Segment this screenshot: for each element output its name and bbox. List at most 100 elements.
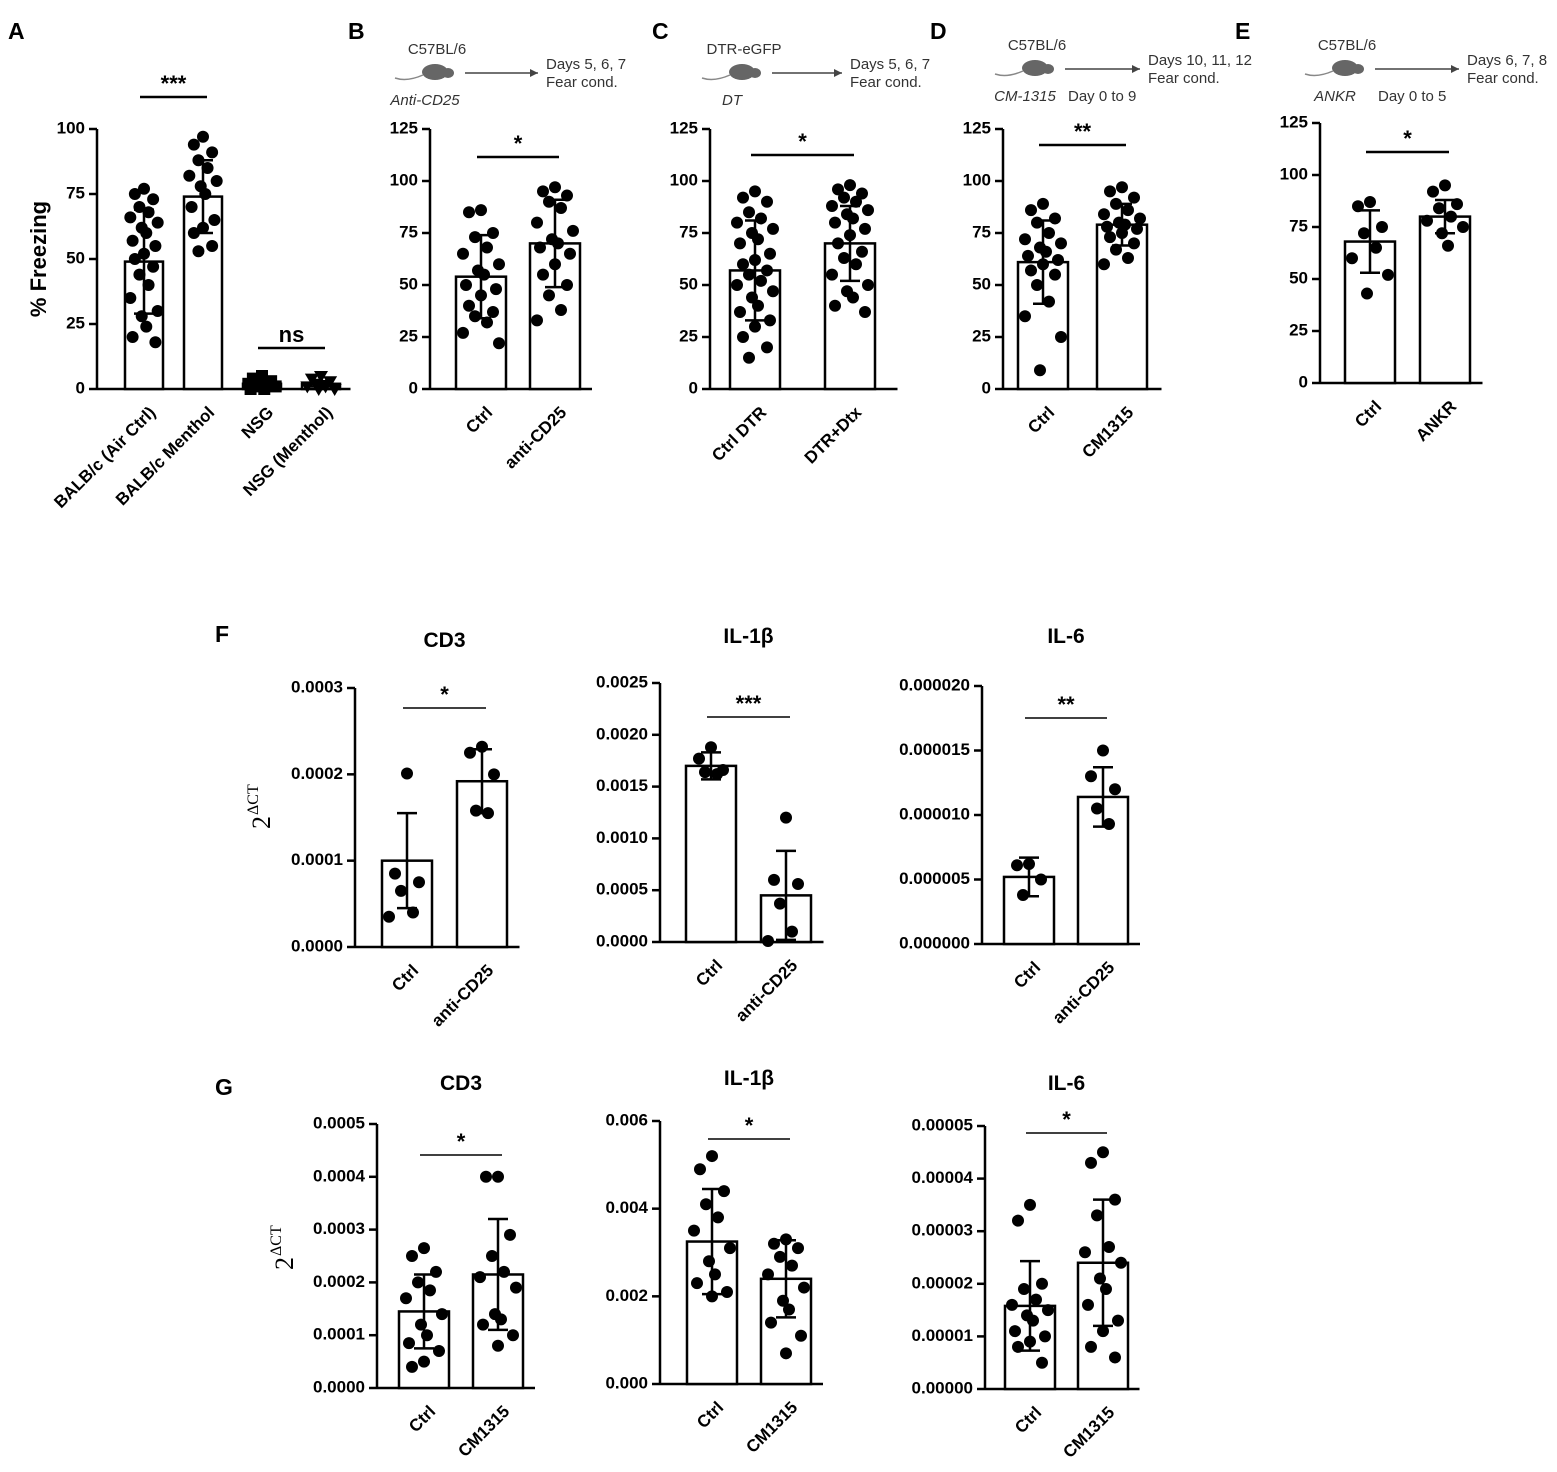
data-point [487, 227, 499, 239]
data-point [1031, 279, 1043, 291]
data-point [792, 877, 804, 890]
data-point [724, 1242, 736, 1255]
data-point [192, 245, 205, 258]
y-tick-label: 0.00004 [912, 1168, 974, 1187]
data-point [859, 306, 871, 319]
y-tick-label: 50 [66, 248, 85, 267]
data-point [780, 811, 792, 824]
data-point [755, 274, 767, 287]
data-point [206, 146, 219, 159]
y-tick-label: 0.0002 [313, 1272, 365, 1291]
data-point [737, 331, 749, 343]
data-point [128, 188, 141, 200]
data-point [764, 314, 776, 327]
data-point [531, 314, 543, 327]
data-point [1109, 783, 1121, 796]
y-tick-label: 100 [1280, 164, 1308, 183]
data-point [761, 195, 773, 208]
data-point [469, 310, 481, 323]
data-point [1098, 208, 1110, 221]
data-point [1082, 1298, 1094, 1311]
data-point [826, 268, 838, 281]
data-point [1085, 1156, 1097, 1169]
header-readout: Fear cond. [1467, 70, 1539, 87]
significance-label: ** [1057, 692, 1075, 717]
y-tick-label: 0.000020 [899, 675, 970, 694]
data-point [185, 201, 198, 213]
panel-label: C [652, 18, 669, 44]
data-point [1442, 239, 1454, 252]
y-tick-label: 125 [963, 118, 991, 137]
x-tick-label: CM1315 [1059, 1403, 1118, 1462]
data-point [743, 268, 755, 281]
error-bar [1093, 766, 1113, 828]
error-bar [776, 1238, 796, 1319]
data-point [208, 214, 221, 226]
x-tick-label: CM1315 [742, 1398, 801, 1457]
x-tick-label: BALB/c (Air Ctrl) [50, 403, 159, 512]
error-bar [488, 1217, 508, 1332]
data-point [201, 162, 214, 174]
y-tick-label: 125 [390, 118, 418, 137]
data-point [1097, 1146, 1109, 1159]
data-point [792, 1242, 804, 1255]
data-point [829, 216, 841, 229]
data-point [755, 212, 767, 225]
data-point [1009, 1325, 1021, 1338]
data-point [1445, 210, 1457, 223]
error-bar [1033, 219, 1053, 305]
y-tick-label: 0.0001 [313, 1325, 365, 1344]
data-point [510, 1281, 522, 1294]
data-point [383, 910, 395, 923]
data-point [1128, 191, 1140, 204]
data-point [749, 320, 761, 333]
data-point [731, 216, 743, 229]
significance-label: * [457, 1129, 466, 1154]
data-point [762, 934, 774, 947]
data-point [1079, 1246, 1091, 1259]
panel-label: B [348, 18, 365, 44]
data-point [1104, 231, 1116, 244]
y-tick-label: 25 [1289, 320, 1308, 339]
y-tick-label: 0 [76, 378, 85, 397]
error-bar [471, 233, 491, 320]
y-tick-label: 0 [409, 378, 418, 397]
data-point [197, 130, 209, 143]
significance-label: *** [161, 71, 187, 96]
significance-label: * [798, 129, 807, 154]
y-tick-label: 125 [1280, 112, 1308, 131]
data-point [1022, 249, 1034, 262]
data-point [490, 283, 502, 296]
y-tick-label: 0.00003 [912, 1221, 973, 1240]
data-point [543, 195, 555, 208]
error-bar [702, 1187, 722, 1296]
data-point [850, 258, 862, 271]
data-point [395, 884, 407, 897]
data-point [1439, 179, 1451, 192]
y-tick-label: 0.0003 [291, 677, 343, 696]
mouse-tail [394, 74, 424, 81]
y-tick-label: 0.000010 [899, 804, 970, 823]
data-point [210, 175, 223, 187]
error-bar [745, 219, 765, 322]
panel-label: F [215, 621, 229, 647]
data-point [1019, 310, 1031, 323]
error-bar [414, 1273, 434, 1350]
data-point [721, 1285, 733, 1298]
data-point [183, 169, 196, 182]
data-point [1382, 268, 1394, 281]
data-point [693, 752, 705, 765]
data-point [151, 216, 164, 229]
data-point [1364, 196, 1376, 209]
data-point [737, 258, 749, 271]
data-point [1433, 202, 1445, 215]
data-point [1112, 1314, 1124, 1327]
data-point [487, 306, 499, 319]
data-point [826, 199, 838, 212]
y-tick-label: 50 [972, 274, 991, 293]
bar [684, 764, 738, 944]
header-days: Days 5, 6, 7 [546, 56, 626, 73]
mouse-icon [1022, 60, 1048, 76]
data-point [1024, 1198, 1036, 1211]
